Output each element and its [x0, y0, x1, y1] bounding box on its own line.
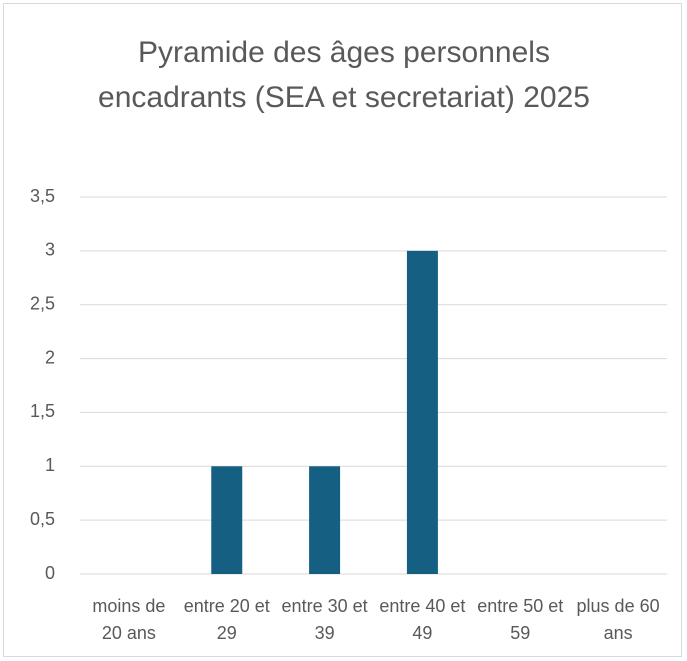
x-tick-label: plus de 60 ans	[576, 596, 660, 643]
x-tick-label: entre 50 et 59	[477, 596, 564, 643]
x-tick-label: entre 40 et 49	[379, 596, 466, 643]
y-tick-label: 3,5	[30, 186, 55, 206]
y-tick-label: 2	[45, 347, 55, 367]
chart-title: Pyramide des âges personnels encadrants …	[98, 36, 590, 114]
y-tick-label: 0	[45, 563, 55, 583]
bar	[406, 250, 438, 574]
y-tick-label: 1	[45, 455, 55, 475]
bar	[309, 466, 341, 574]
y-tick-label: 2,5	[30, 293, 55, 313]
x-tick-label: moins de 20 ans	[92, 596, 166, 643]
y-tick-label: 3	[45, 240, 55, 260]
x-tick-label: entre 20 et 29	[183, 596, 270, 643]
x-tick-label: entre 30 et 39	[281, 596, 368, 643]
y-tick-label: 0,5	[30, 509, 55, 529]
y-tick-label: 1,5	[30, 401, 55, 421]
chart-frame	[3, 3, 682, 657]
bar	[211, 466, 243, 574]
